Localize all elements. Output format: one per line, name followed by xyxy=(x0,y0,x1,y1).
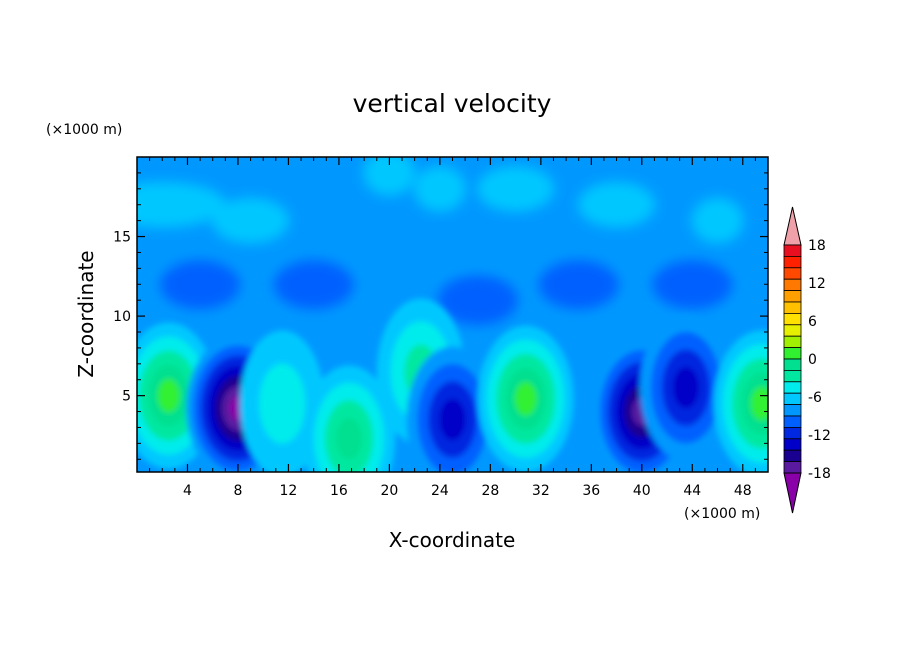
colorbar-swatch xyxy=(783,301,802,314)
colorbar-swatch xyxy=(783,244,802,257)
y-tick-label: 5 xyxy=(122,389,131,405)
x-tick-label: 28 xyxy=(481,483,499,499)
x-tick-label: 44 xyxy=(683,483,701,499)
chart-title: vertical velocity xyxy=(353,89,552,118)
colorbar-swatch xyxy=(783,324,802,337)
colorbar-swatch xyxy=(783,392,802,406)
colorbar-swatch xyxy=(783,404,802,417)
colorbar-swatch xyxy=(783,255,802,269)
x-tick-label: 8 xyxy=(233,483,242,499)
velocity-cell-3 xyxy=(302,365,396,472)
colorbar-max-arrow xyxy=(783,206,802,246)
colorbar-swatch xyxy=(783,347,802,360)
y-tick-label: 15 xyxy=(113,230,131,246)
contour-field xyxy=(137,157,768,472)
colorbar-swatch xyxy=(783,381,802,394)
x-unit-label: (×1000 m) xyxy=(684,506,760,522)
velocity-cell-5 xyxy=(406,346,499,472)
x-tick-label: 24 xyxy=(431,483,449,499)
x-tick-label: 40 xyxy=(633,483,651,499)
colorbar-tick-label: -6 xyxy=(808,390,822,406)
x-tick-label: 4 xyxy=(183,483,192,499)
x-tick-label: 12 xyxy=(280,483,298,499)
colorbar-swatch xyxy=(783,461,802,474)
colorbar-swatch xyxy=(783,358,802,371)
velocity-cell-9 xyxy=(713,330,768,472)
colorbar-min-arrow xyxy=(783,472,802,514)
colorbar-swatch xyxy=(783,449,802,463)
x-tick-label: 48 xyxy=(734,483,752,499)
colorbar-tick-label: 12 xyxy=(808,276,826,292)
x-axis-label: X-coordinate xyxy=(389,528,516,552)
x-tick-label: 16 xyxy=(330,483,348,499)
colorbar-tick-label: 18 xyxy=(808,238,826,254)
colorbar-tick-label: 6 xyxy=(808,314,817,330)
colorbar-swatch xyxy=(783,278,802,292)
velocity-cell-8 xyxy=(639,314,733,461)
colorbar-swatch xyxy=(783,415,802,428)
y-axis-label: Z-coordinate xyxy=(74,250,98,377)
x-tick-label: 32 xyxy=(532,483,550,499)
colorbar-tick-label: -12 xyxy=(808,428,831,444)
velocity-cell-6 xyxy=(477,325,574,472)
colorbar-swatch xyxy=(783,335,802,349)
colorbar-swatch xyxy=(783,267,802,280)
colorbar-swatch xyxy=(783,438,802,451)
colorbar-tick-label: 0 xyxy=(808,352,817,368)
colorbar-swatch xyxy=(783,312,802,326)
colorbar-swatch xyxy=(783,426,802,440)
colorbar-swatch xyxy=(783,369,802,383)
colorbar: 18 12 6 0 -6 -12 -18 xyxy=(783,206,831,514)
x-tick-label: 36 xyxy=(582,483,600,499)
x-tick-label: 20 xyxy=(380,483,398,499)
y-tick-label: 10 xyxy=(113,309,131,325)
colorbar-swatch xyxy=(783,290,802,303)
y-unit-label: (×1000 m) xyxy=(46,122,122,138)
colorbar-tick-label: -18 xyxy=(808,466,831,482)
